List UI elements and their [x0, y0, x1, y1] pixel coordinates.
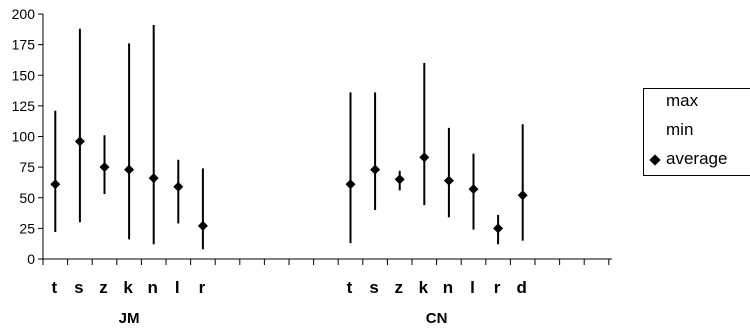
average-point	[124, 164, 135, 175]
average-point	[148, 173, 159, 184]
x-category-label: k	[123, 278, 133, 297]
average-point	[517, 190, 528, 201]
x-category-label: s	[369, 278, 378, 297]
y-tick-label: 75	[19, 159, 35, 175]
x-category-label: z	[394, 278, 403, 297]
x-category-label: z	[99, 278, 108, 297]
average-point	[443, 175, 454, 186]
y-tick-label: 50	[19, 190, 35, 206]
legend-item-max: max	[644, 90, 698, 112]
average-point	[419, 152, 430, 163]
legend-label-average: average	[666, 149, 728, 168]
average-point	[197, 220, 208, 231]
x-category-label: t	[51, 278, 57, 297]
average-point	[74, 136, 85, 147]
average-point	[493, 223, 504, 234]
y-tick-label: 125	[12, 98, 36, 114]
y-tick-label: 100	[12, 129, 36, 145]
chart-marks	[50, 25, 528, 250]
x-category-label: n	[443, 278, 453, 297]
x-category-label: r	[199, 278, 206, 297]
diamond-marker-icon	[649, 154, 661, 166]
x-category-label: t	[347, 278, 353, 297]
legend: max min average	[643, 88, 750, 176]
average-point	[173, 181, 184, 192]
chart-axes: 0 25 50 75 100 125 150 175 200	[12, 6, 612, 267]
x-category-label: s	[74, 278, 83, 297]
x-group-label: JM	[119, 310, 140, 327]
x-category-label: d	[517, 278, 527, 297]
legend-item-min: min	[644, 119, 693, 141]
x-category-label: r	[494, 278, 501, 297]
average-point	[468, 184, 479, 195]
y-tick-label: 25	[19, 220, 35, 236]
legend-swatch-average	[644, 149, 666, 169]
x-group-label: CN	[426, 310, 448, 327]
x-category-label: n	[148, 278, 158, 297]
x-category-label: k	[419, 278, 429, 297]
average-point	[50, 179, 61, 190]
y-tick-label: 200	[12, 6, 36, 22]
average-point	[99, 162, 110, 173]
y-tick-label: 175	[12, 37, 36, 53]
average-point	[370, 164, 381, 175]
legend-item-average: average	[644, 148, 727, 170]
legend-label-min: min	[666, 120, 694, 139]
x-category-label: l	[470, 278, 475, 297]
y-tick-label: 0	[27, 251, 35, 267]
x-category-label: l	[175, 278, 180, 297]
y-tick-label: 150	[12, 67, 36, 83]
average-point	[394, 174, 405, 185]
average-point	[345, 179, 356, 190]
legend-label-max: max	[666, 91, 699, 110]
